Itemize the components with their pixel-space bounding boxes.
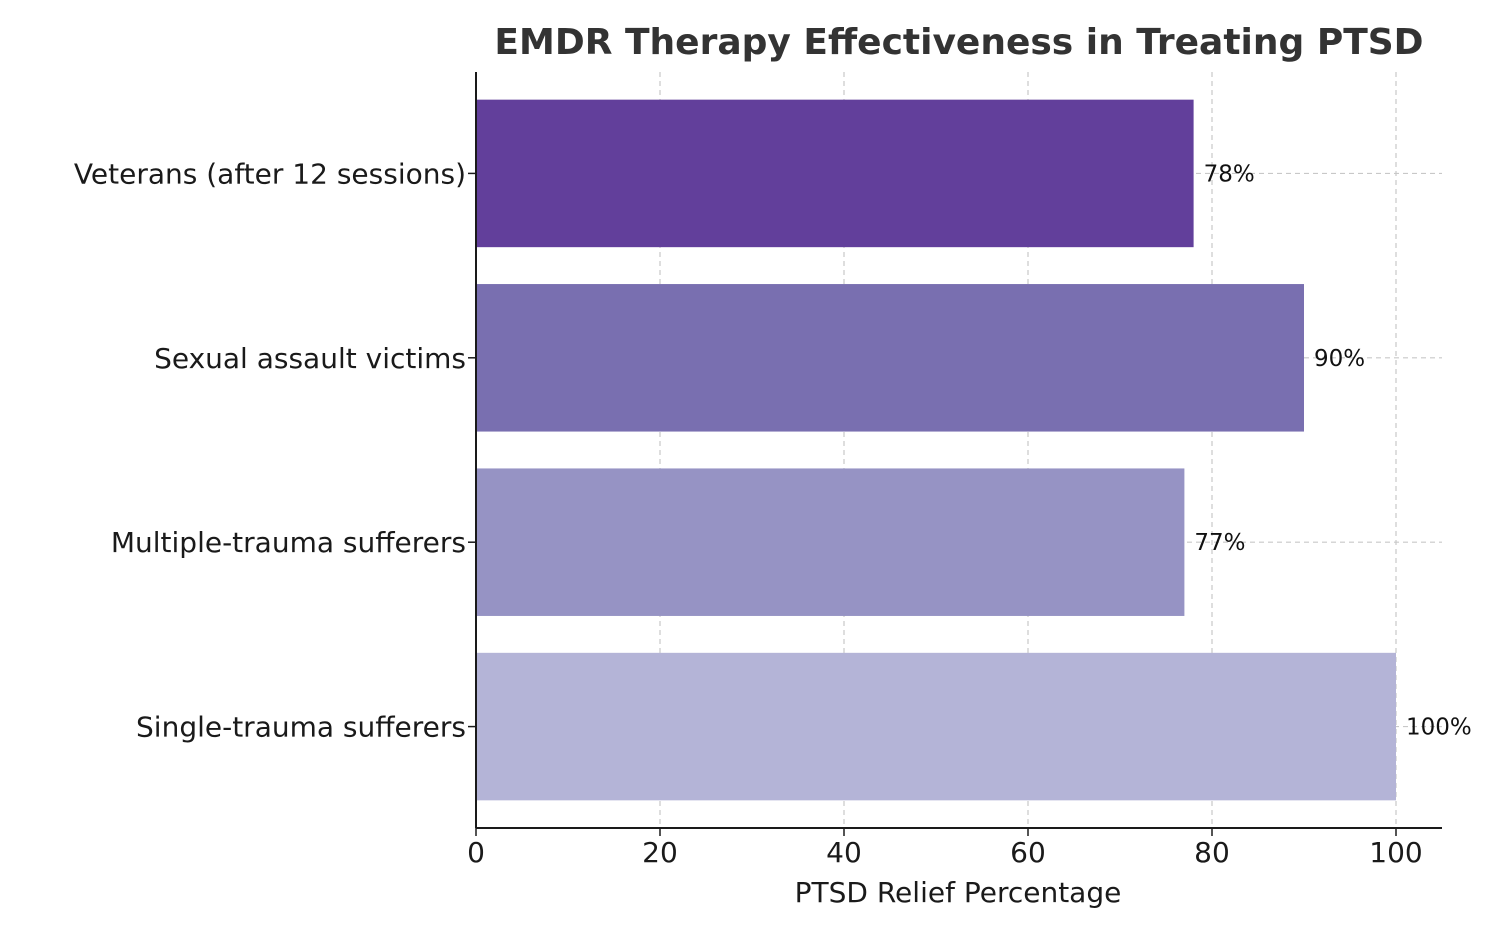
bar: [476, 284, 1304, 432]
chart-title: EMDR Therapy Effectiveness in Treating P…: [494, 22, 1424, 63]
x-tick-label: 40: [826, 836, 862, 869]
bars: [476, 99, 1396, 801]
category-label: Single-trauma sufferers: [136, 711, 466, 744]
category-label: Veterans (after 12 sessions): [74, 157, 466, 190]
category-label: Sexual assault victims: [154, 342, 466, 375]
x-tick-label: 80: [1194, 836, 1230, 869]
bar-value-label: 77%: [1194, 530, 1245, 556]
bar: [476, 468, 1185, 616]
bar-value-label: 100%: [1406, 715, 1472, 741]
bar-value-label: 78%: [1204, 161, 1255, 187]
bar-value-label: 90%: [1314, 346, 1365, 372]
bar: [476, 99, 1194, 248]
x-tick-label: 60: [1010, 836, 1046, 869]
x-axis-title: PTSD Relief Percentage: [795, 876, 1122, 909]
x-tick-label: 20: [642, 836, 678, 869]
category-label: Multiple-trauma sufferers: [111, 526, 466, 559]
labels: 0 20 40 60 80 100 100% Single-trauma sufferers 7…: [74, 157, 1472, 869]
bar: [476, 652, 1396, 801]
x-tick-label: 0: [467, 836, 485, 869]
axes: [468, 72, 1442, 836]
x-tick-label: 100: [1369, 836, 1422, 869]
